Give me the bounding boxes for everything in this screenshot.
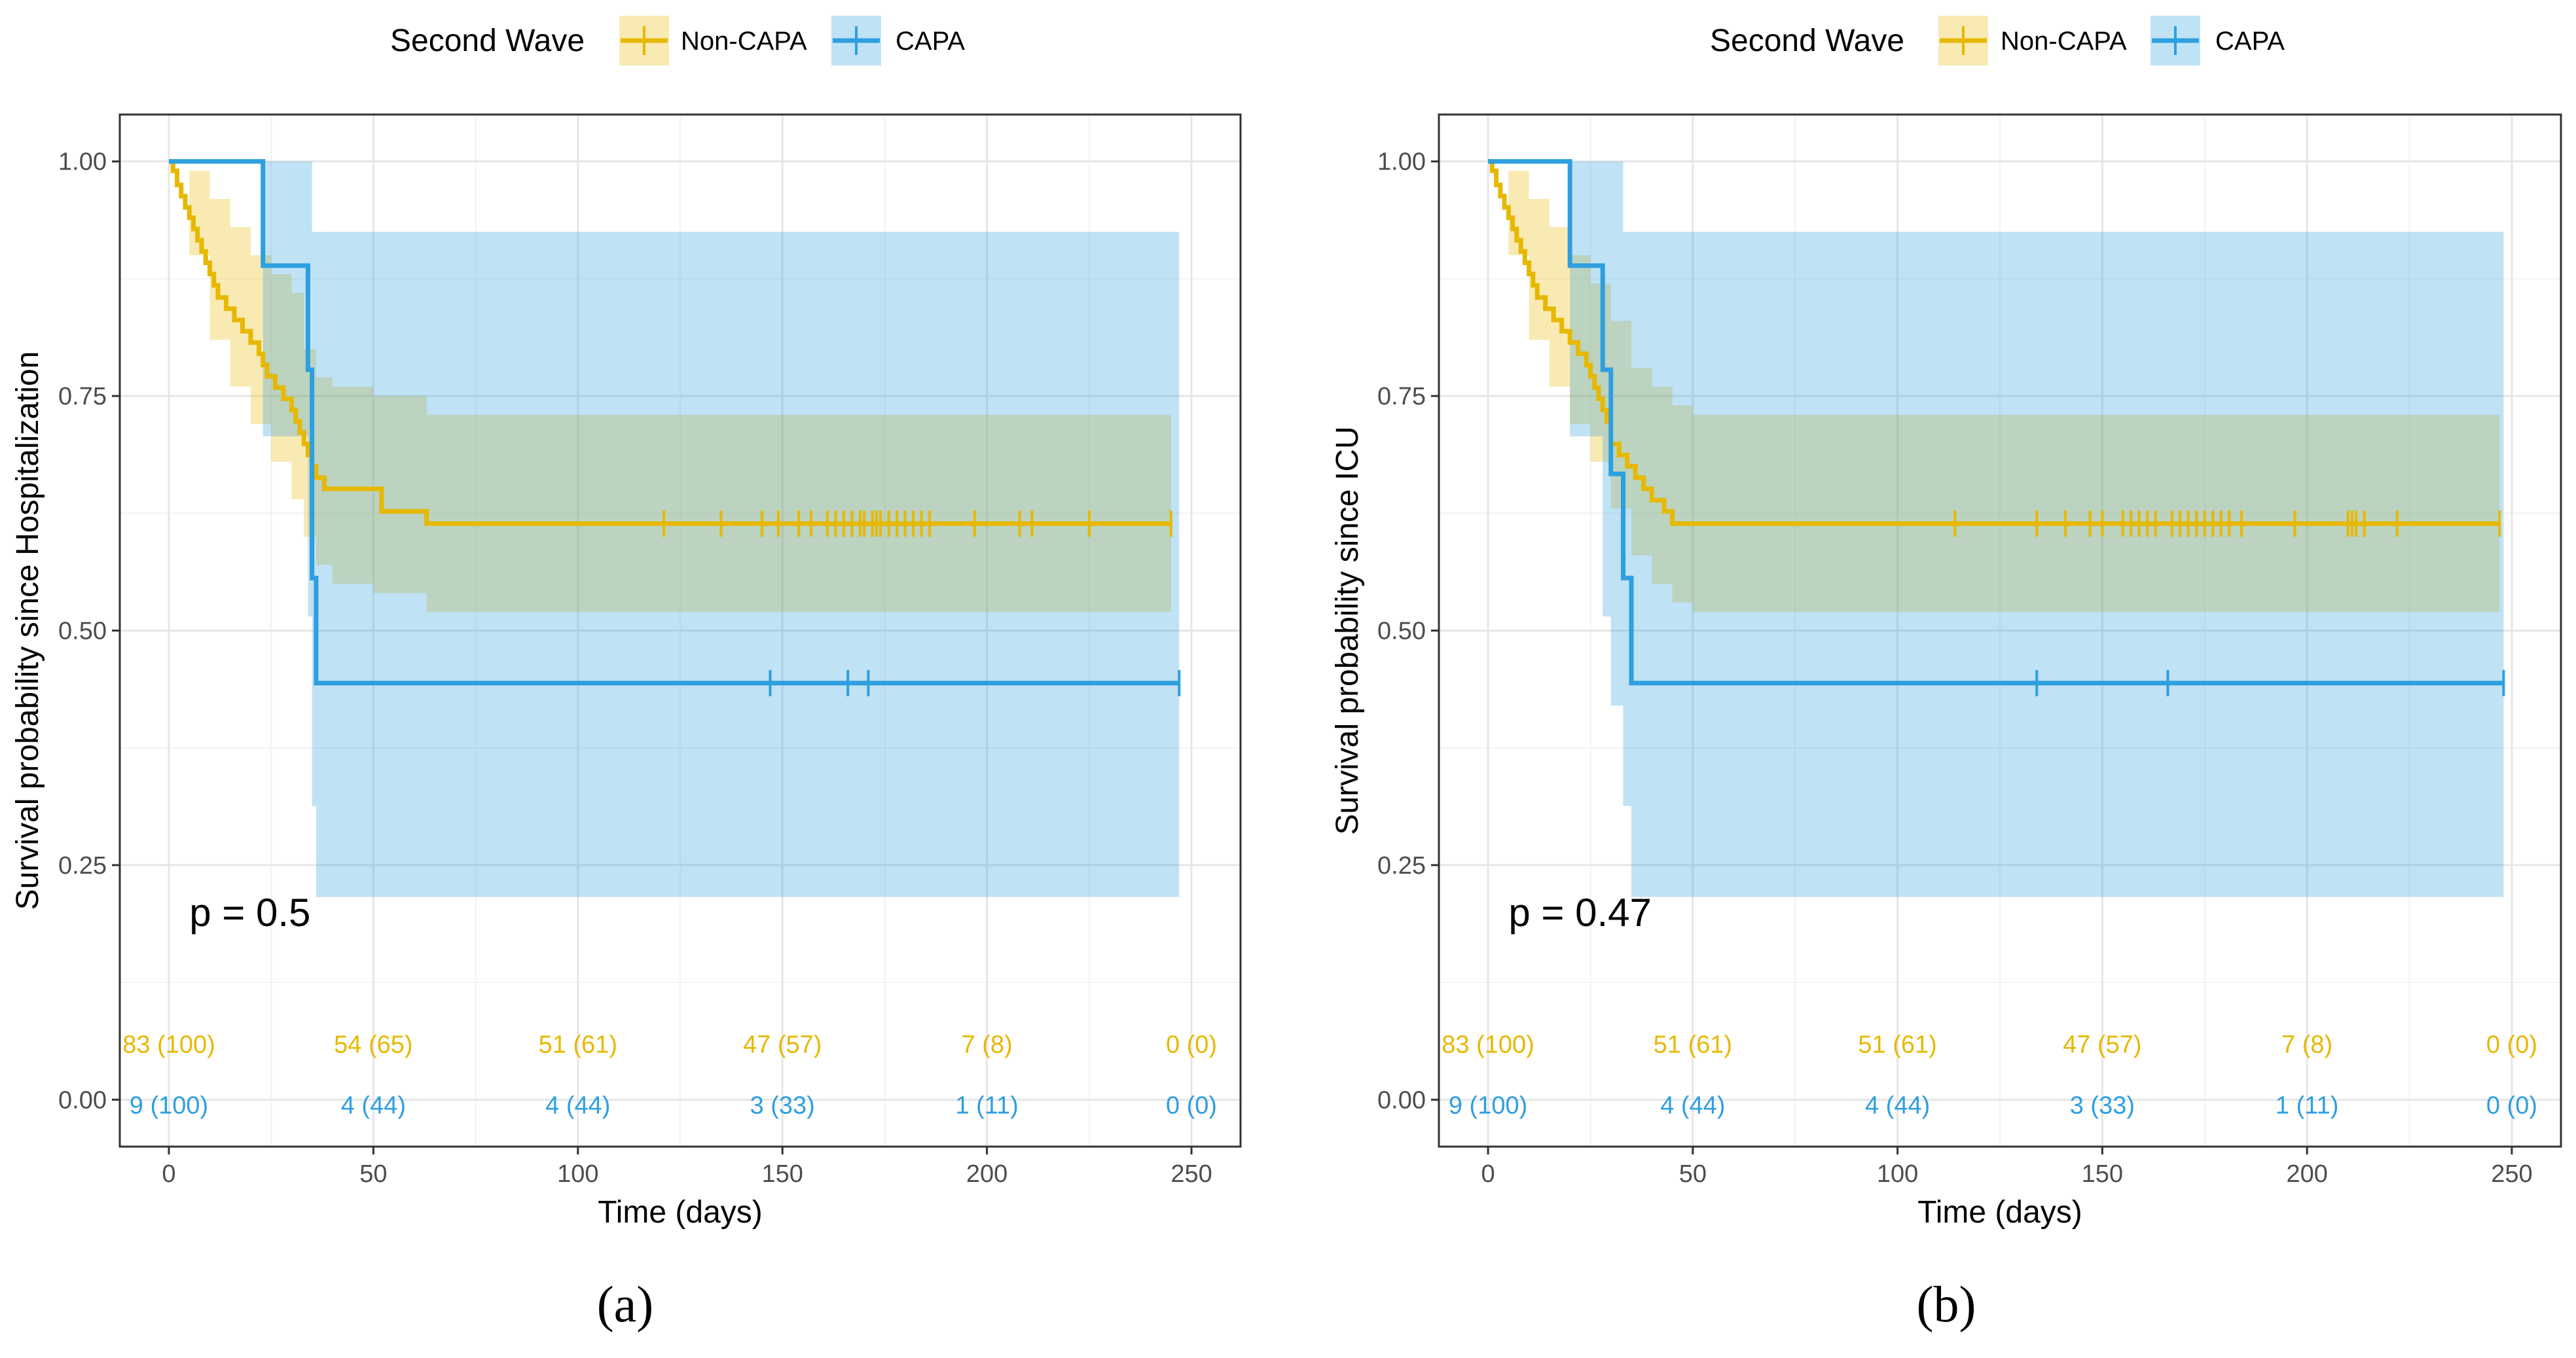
panel-b-caption: (b) [1916,1276,1976,1332]
non-capa-at-risk-label: 51 (61) [1858,1031,1936,1058]
capa-at-risk-label: 0 (0) [2486,1092,2537,1119]
non-capa-at-risk-label: 51 (61) [539,1031,617,1058]
x-tick-label: 100 [1877,1160,1918,1188]
x-tick-label: 150 [762,1160,803,1188]
capa-at-risk-label: 1 (11) [2276,1092,2338,1119]
y-tick-label: 1.00 [1377,149,1426,176]
non-capa-legend-label: Non-CAPA [681,27,807,56]
capa-confidence-band [168,161,1180,897]
x-tick-label: 50 [1679,1160,1707,1188]
y-tick-label: 0.50 [1377,618,1426,645]
x-tick-label: 250 [2491,1160,2532,1188]
y-tick-label: 1.00 [58,149,107,176]
gridlines [1439,115,2561,1147]
x-tick-label: 200 [966,1160,1007,1188]
y-tick-label: 0.25 [58,852,107,880]
capa-at-risk-label: 9 (100) [130,1092,208,1119]
y-tick-label: 0.25 [1377,852,1426,880]
x-tick-label: 150 [2082,1160,2123,1188]
non-capa-at-risk-label: 7 (8) [962,1031,1013,1058]
x-tick-label: 100 [557,1160,598,1188]
x-tick-label: 0 [162,1160,175,1188]
x-tick-label: 200 [2286,1160,2327,1188]
capa-at-risk-label: 4 (44) [1660,1092,1725,1119]
capa-at-risk-label: 4 (44) [1865,1092,1930,1119]
capa-at-risk-label: 9 (100) [1449,1092,1527,1119]
y-tick-label: 0.75 [1377,383,1426,410]
non-capa-confidence-band [1488,161,2500,612]
capa-at-risk-label: 3 (33) [2070,1092,2135,1119]
chart-panel-b: p = 0.47 83 (100) 51 (61) 51 (61) 47 (57) 7 (… [1330,16,2562,1230]
x-tick-label: 50 [359,1160,387,1188]
non-capa-survival-curve [168,159,1171,526]
non-capa-at-risk-label: 51 (61) [1654,1031,1732,1058]
x-tick-label: 0 [1481,1160,1495,1188]
y-tick-label: 0.50 [58,618,107,645]
y-tick-label: 0.75 [58,383,107,410]
x-tick-label: 250 [1170,1160,1212,1188]
capa-legend-label: CAPA [2215,27,2285,56]
non-capa-at-risk-label: 0 (0) [2486,1031,2537,1058]
non-capa-at-risk-label: 47 (57) [2063,1031,2141,1058]
capa-survival-curve [168,159,1180,686]
legend: Second Wave Non-CAPA CAPA [1710,16,2285,65]
gridlines [120,115,1241,1147]
y-axis-title: Survival probability since Hospitalizati… [10,351,45,910]
legend-title: Second Wave [390,24,585,58]
legend-title: Second Wave [1710,24,1904,58]
y-tick-label: 0.00 [58,1086,107,1114]
chart-panel-a: p = 0.5 83 (100) 54 (65) 51 (61) 47 (57) 7 (8… [10,16,1242,1230]
legend: Second Wave Non-CAPA CAPA [390,16,965,65]
y-tick-label: 0.00 [1377,1086,1426,1114]
non-capa-confidence-band [168,161,1171,612]
capa-at-risk-label: 4 (44) [341,1092,406,1119]
non-capa-at-risk-label: 47 (57) [743,1031,822,1058]
non-capa-survival-curve [1488,159,2500,526]
capa-at-risk-label: 4 (44) [545,1092,610,1119]
y-axis-title: Survival probability since ICU [1330,426,1365,834]
x-axis-title: Time (days) [1917,1195,2082,1230]
panel-a-caption: (a) [596,1276,654,1332]
x-axis-title: Time (days) [598,1195,763,1230]
capa-at-risk-label: 1 (11) [955,1092,1018,1119]
capa-at-risk-label: 0 (0) [1166,1092,1217,1119]
capa-survival-curve [1488,159,2504,686]
non-capa-at-risk-label: 0 (0) [1166,1031,1217,1058]
non-capa-at-risk-label: 54 (65) [334,1031,412,1058]
capa-at-risk-label: 3 (33) [750,1092,815,1119]
capa-legend-label: CAPA [896,27,965,56]
non-capa-at-risk-label: 7 (8) [2281,1031,2332,1058]
capa-confidence-band [1488,161,2504,897]
non-capa-legend-label: Non-CAPA [2001,27,2127,56]
p-value-label: p = 0.5 [189,891,310,935]
non-capa-at-risk-label: 83 (100) [122,1031,215,1058]
non-capa-at-risk-label: 83 (100) [1442,1031,1534,1058]
p-value-label: p = 0.47 [1508,891,1652,935]
